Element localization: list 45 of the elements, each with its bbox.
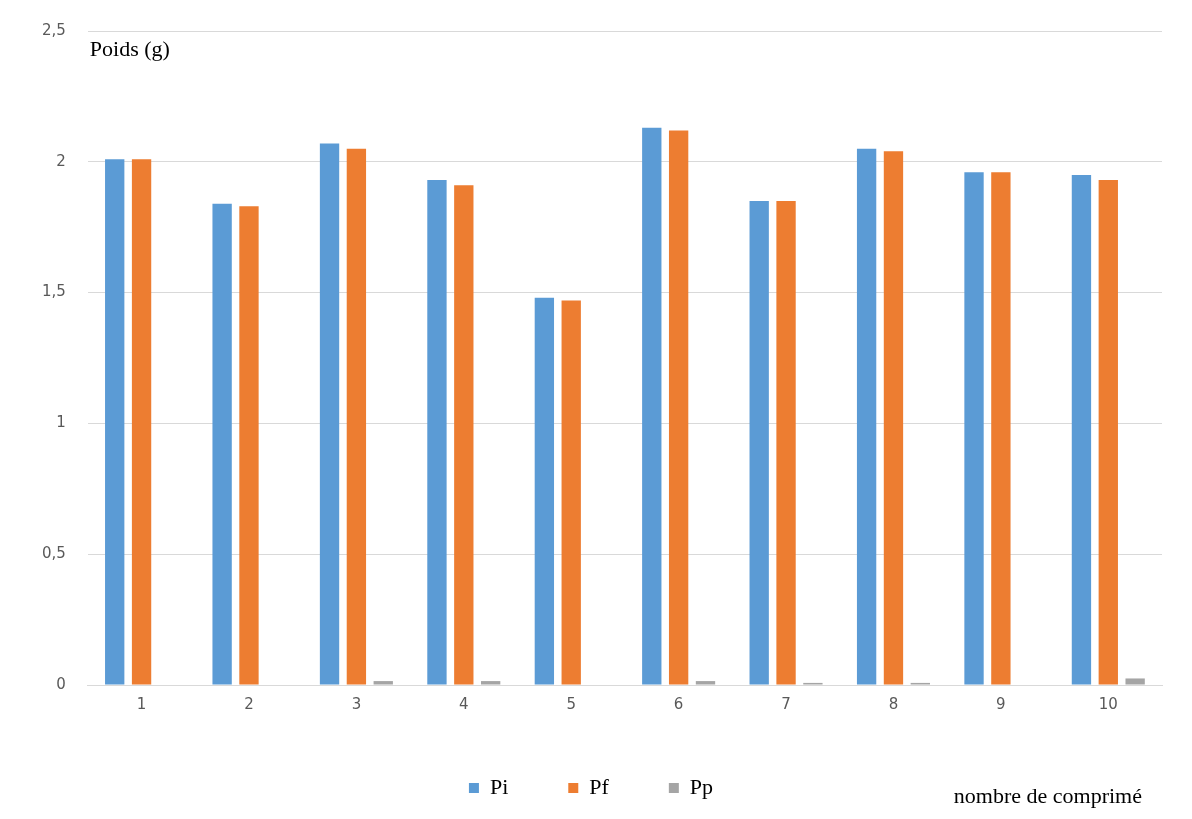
bar [642, 127, 662, 685]
bar [1125, 678, 1145, 685]
bar [319, 143, 340, 685]
bar [964, 172, 984, 685]
y-tick-label: 1 [56, 413, 66, 432]
y-tick-label: 2 [56, 151, 66, 170]
legend-label: Pf [589, 773, 610, 799]
y-axis-title: Poids (g) [89, 35, 170, 61]
legend-label: Pi [489, 773, 509, 799]
x-tick-label: 6 [673, 694, 684, 713]
x-axis-title: nombre de comprimé [953, 782, 1142, 808]
y-tick-label: 1,5 [42, 282, 66, 301]
bar [991, 172, 1011, 685]
x-tick-label: 5 [566, 694, 576, 713]
x-tick-label: 4 [459, 694, 469, 713]
bar [749, 201, 769, 685]
x-tick-label: 1 [136, 694, 147, 713]
bar [480, 681, 501, 685]
x-tick-label: 3 [351, 694, 362, 713]
x-tick-label: 2 [244, 694, 254, 713]
bar [534, 297, 555, 685]
x-tick-label: 8 [888, 694, 899, 713]
bar [695, 681, 716, 685]
bar [373, 681, 393, 685]
bar [212, 203, 232, 685]
x-tick-label: 9 [996, 694, 1006, 713]
bar [239, 206, 259, 685]
bar [883, 151, 904, 685]
bar [454, 185, 474, 685]
bar [1071, 174, 1092, 685]
x-tick-label: 7 [781, 694, 791, 713]
bar [105, 159, 125, 685]
bar [131, 159, 152, 685]
x-tick-label: 10 [1098, 694, 1118, 713]
y-tick-label: 2,5 [42, 20, 66, 39]
bar [776, 201, 796, 685]
bar [346, 148, 367, 685]
bar [427, 180, 447, 685]
legend-label: Pp [689, 773, 714, 799]
y-tick-label: 0,5 [42, 544, 66, 563]
bar [1098, 180, 1118, 685]
bar [668, 130, 689, 685]
bar [856, 148, 877, 685]
bar [561, 300, 581, 685]
y-tick-label: 0 [56, 674, 66, 693]
